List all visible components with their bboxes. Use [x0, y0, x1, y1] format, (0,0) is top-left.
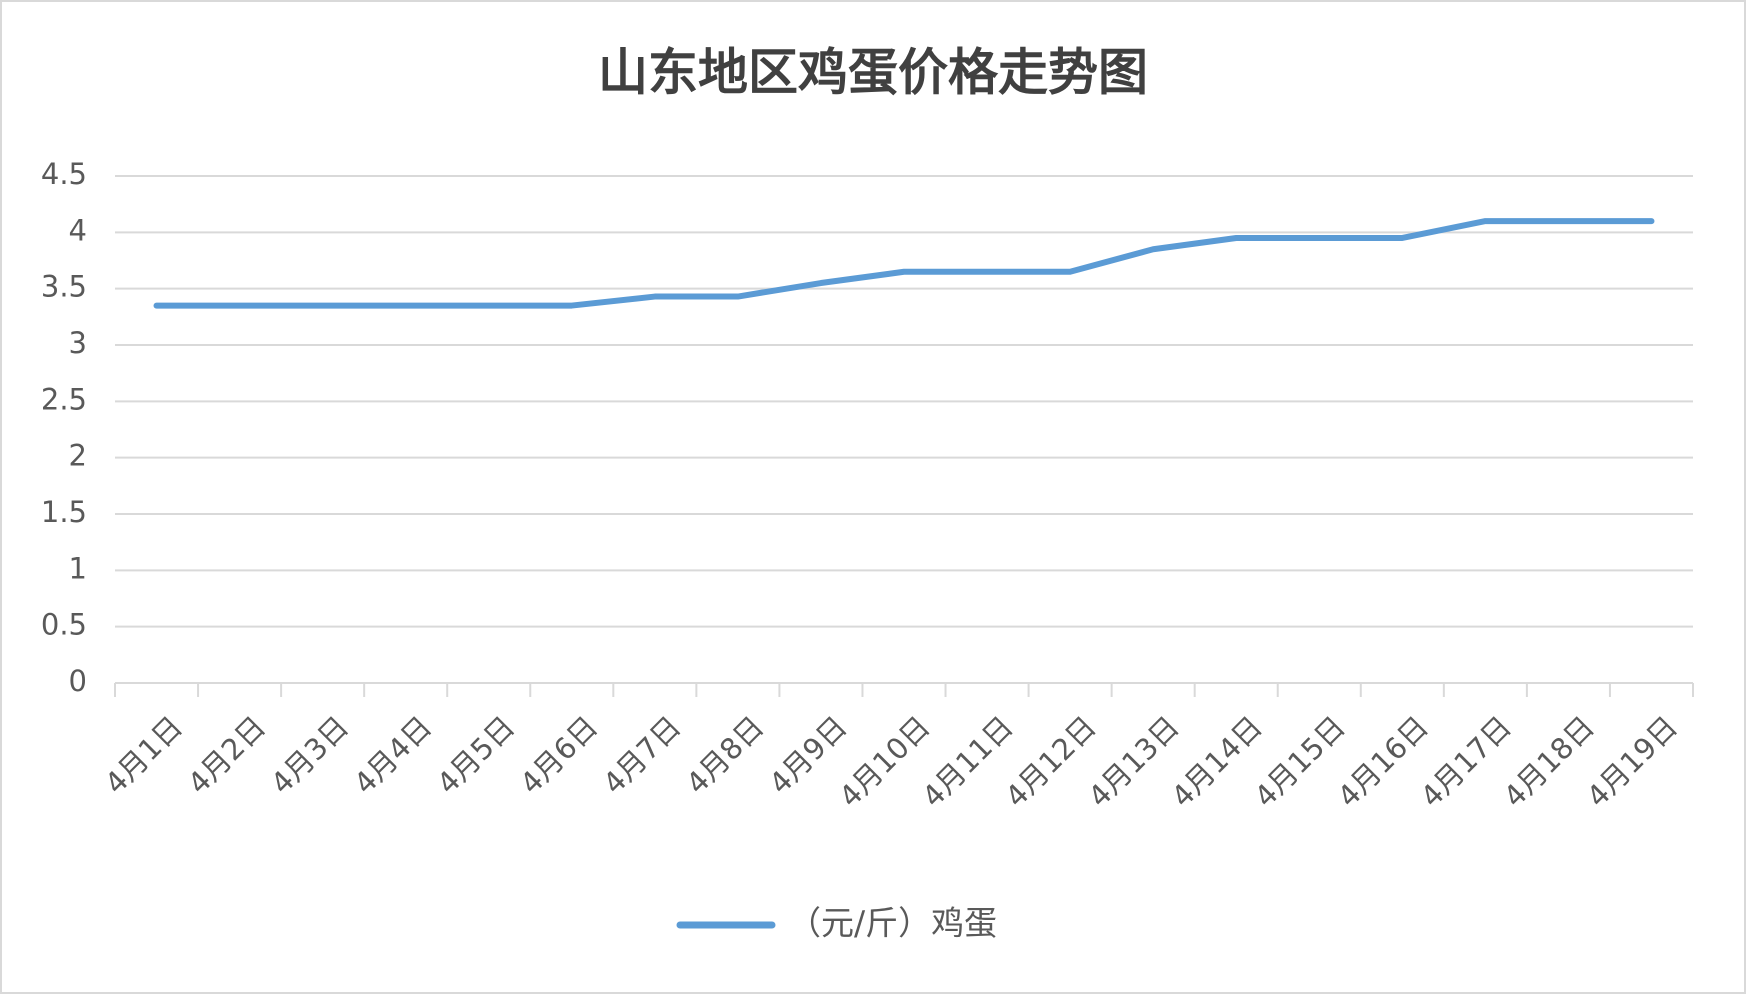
- y-tick-label: 1: [69, 551, 87, 585]
- y-tick-label: 4.5: [41, 157, 87, 191]
- y-tick-label: 3: [69, 326, 87, 360]
- y-tick-label: 1.5: [41, 495, 87, 529]
- line: [153, 218, 1655, 309]
- y-tick-label: 0.5: [41, 608, 87, 642]
- y-tick-label: 4: [69, 213, 87, 247]
- y-tick-label: 0: [69, 664, 87, 698]
- y-tick-label: 2.5: [41, 382, 87, 416]
- chart-title: 山东地区鸡蛋价格走势图: [598, 44, 1148, 102]
- y-tick-label: 3.5: [41, 270, 87, 304]
- y-tick-label: 2: [69, 439, 87, 473]
- legend-label: （元/斤）鸡蛋: [788, 904, 997, 943]
